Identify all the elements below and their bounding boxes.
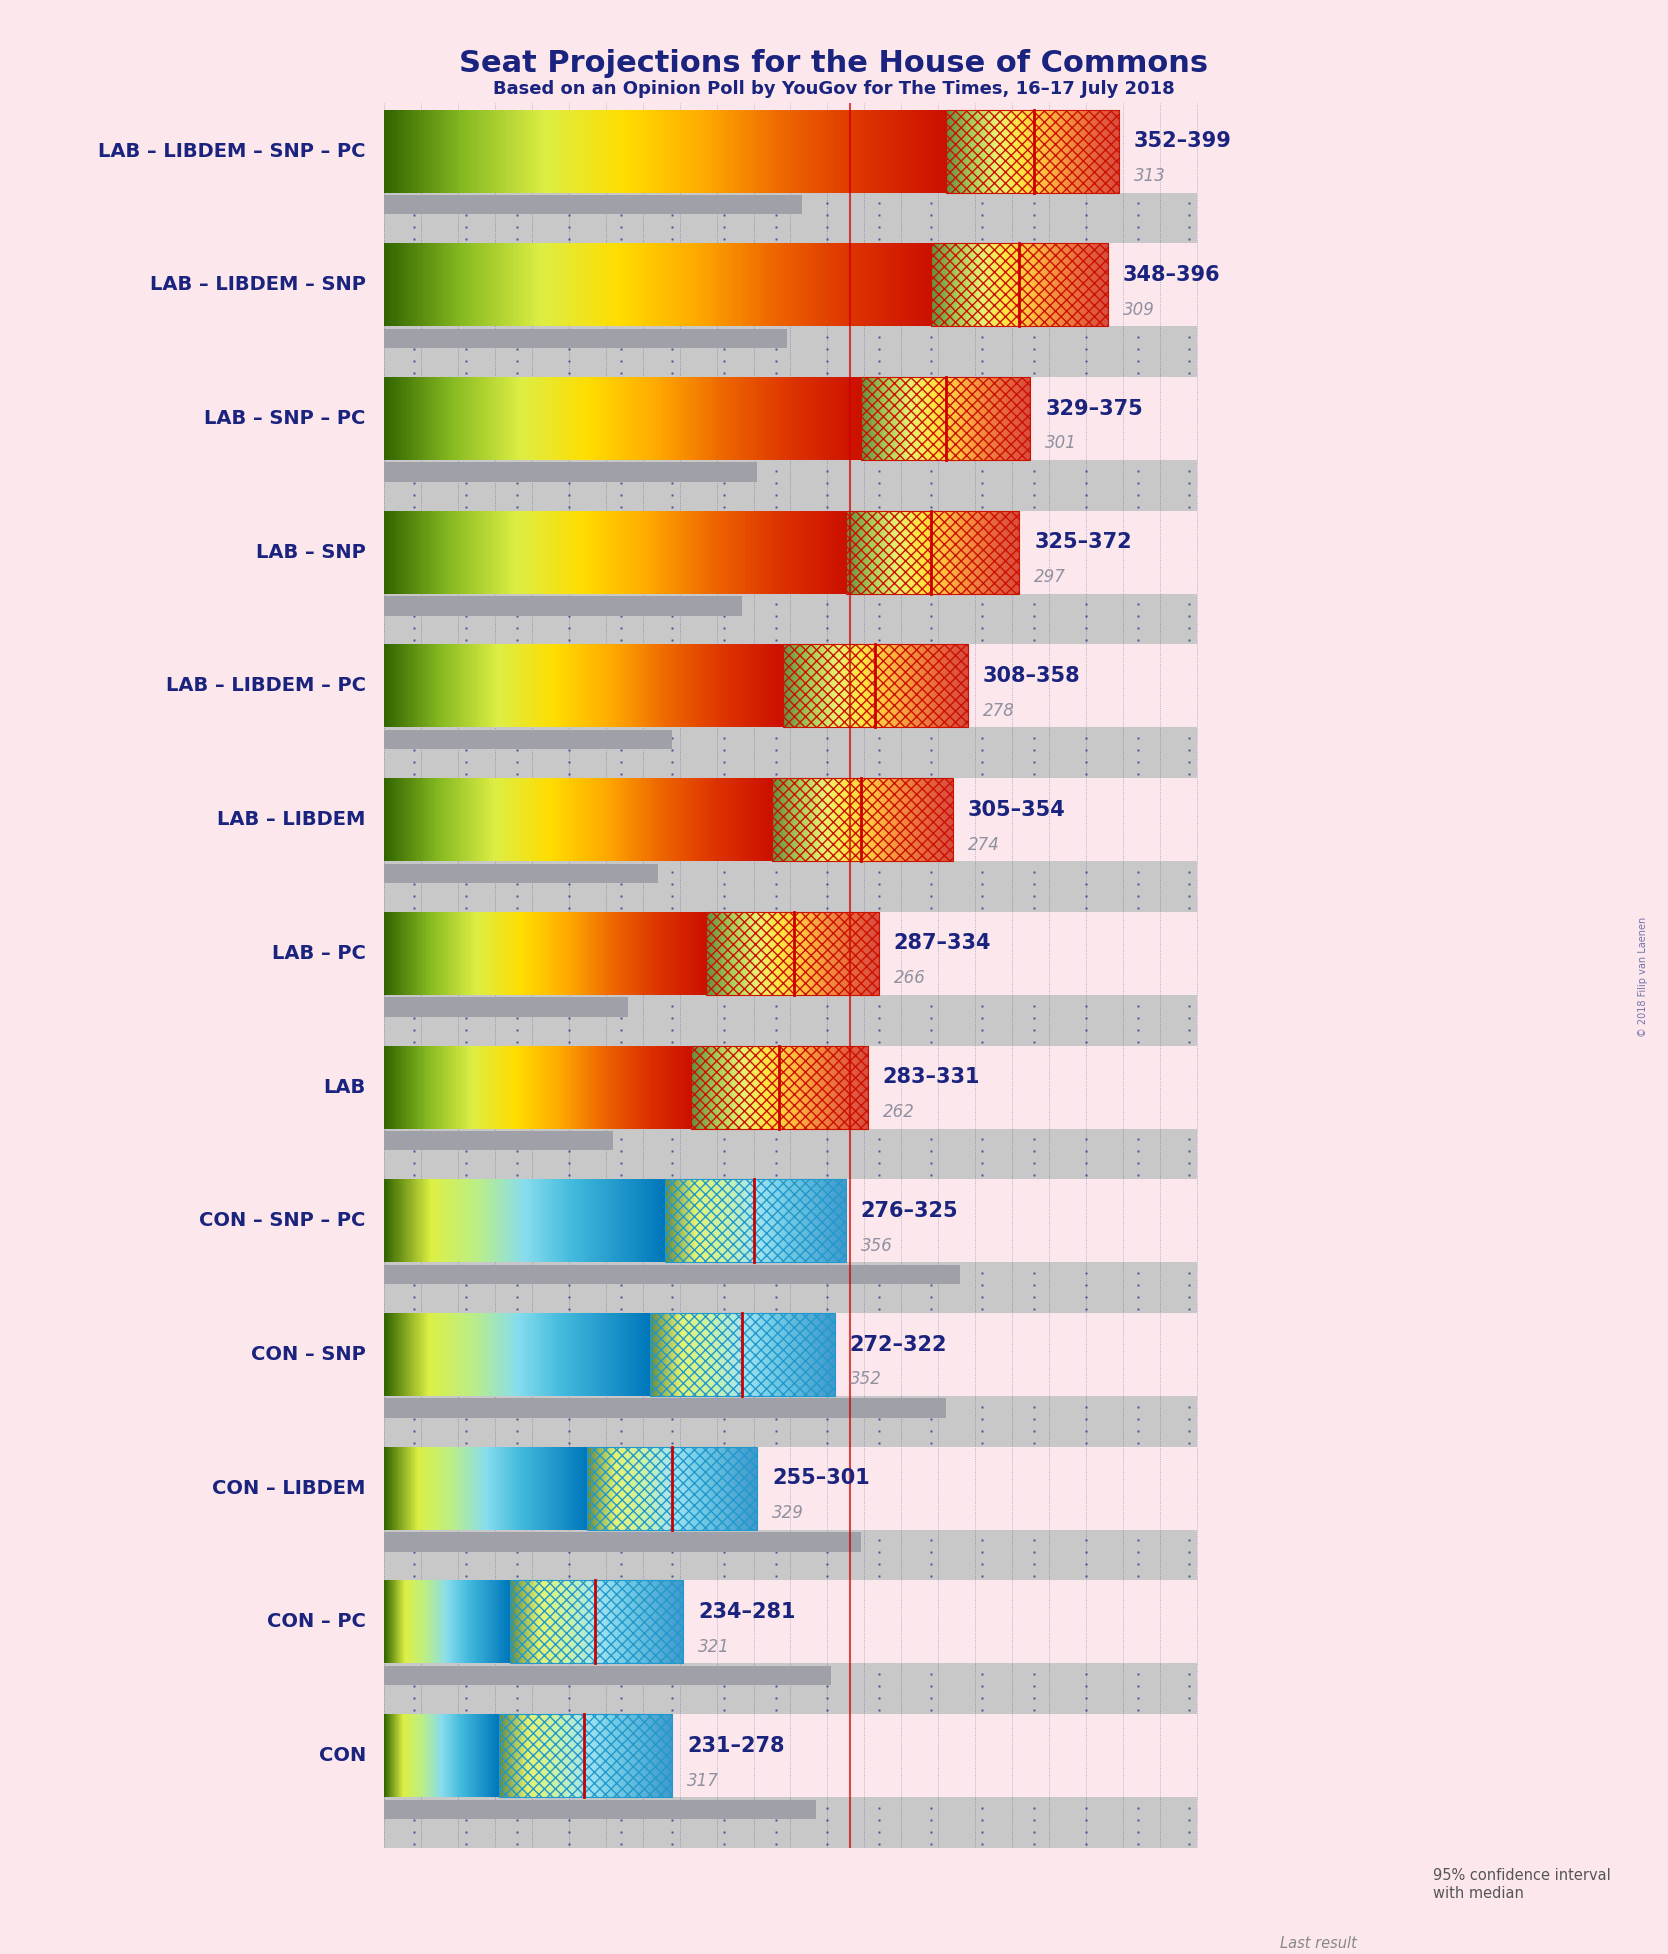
Text: 329–375: 329–375	[1046, 399, 1143, 418]
Text: 266: 266	[894, 969, 926, 987]
Text: CON – LIBDEM: CON – LIBDEM	[212, 1479, 365, 1497]
Text: 272–322: 272–322	[849, 1335, 947, 1354]
Bar	[846, 510, 1019, 594]
Text: LAB – PC: LAB – PC	[272, 944, 365, 963]
Bar	[384, 731, 672, 748]
Bar	[651, 1313, 834, 1395]
Bar	[772, 778, 952, 862]
Text: 352–399: 352–399	[1134, 131, 1231, 150]
Text: Based on an Opinion Poll by YouGov for The Times, 16–17 July 2018: Based on an Opinion Poll by YouGov for T…	[494, 80, 1174, 98]
Bar	[1214, 1866, 1318, 1903]
Bar	[384, 326, 1196, 377]
Bar	[384, 1800, 816, 1819]
Text: 348–396: 348–396	[1123, 266, 1221, 285]
Bar	[666, 1180, 846, 1262]
Text: Last result: Last result	[1279, 1936, 1358, 1952]
Text: LAB – LIBDEM – PC: LAB – LIBDEM – PC	[165, 676, 365, 696]
Bar	[587, 1446, 757, 1530]
Text: 352: 352	[849, 1370, 881, 1389]
Bar	[384, 1131, 614, 1151]
Bar	[384, 862, 1196, 913]
Text: 301: 301	[1046, 434, 1078, 453]
Text: 262: 262	[882, 1102, 914, 1122]
Bar	[1318, 1866, 1421, 1903]
Text: 329: 329	[772, 1505, 804, 1522]
Bar	[772, 778, 952, 862]
Bar	[384, 594, 1196, 645]
Text: 325–372: 325–372	[1034, 531, 1133, 553]
Bar	[706, 913, 879, 995]
Text: 321: 321	[699, 1637, 731, 1655]
Text: CON – PC: CON – PC	[267, 1612, 365, 1632]
Bar	[691, 1045, 867, 1129]
Bar	[384, 1667, 831, 1684]
Bar	[384, 1262, 1196, 1313]
Text: 95% confidence interval
with median: 95% confidence interval with median	[1433, 1868, 1611, 1901]
Text: 309: 309	[1123, 301, 1154, 319]
Bar	[499, 1714, 672, 1798]
Text: 313: 313	[1134, 166, 1166, 186]
Text: LAB – SNP: LAB – SNP	[257, 543, 365, 561]
Bar	[691, 1045, 867, 1129]
Bar	[384, 1264, 961, 1284]
Bar	[782, 645, 967, 727]
Bar	[384, 1530, 1196, 1581]
Text: CON – SNP – PC: CON – SNP – PC	[200, 1211, 365, 1231]
Text: CON – SNP: CON – SNP	[252, 1344, 365, 1364]
Bar	[861, 377, 1031, 459]
Text: 283–331: 283–331	[882, 1067, 981, 1086]
Bar	[384, 1663, 1196, 1714]
Bar	[384, 459, 1196, 510]
Bar	[384, 193, 1196, 244]
Bar	[706, 913, 879, 995]
Bar	[651, 1313, 834, 1395]
Bar	[946, 109, 1119, 193]
Text: 255–301: 255–301	[772, 1467, 869, 1489]
Bar	[510, 1581, 684, 1663]
Bar	[384, 1395, 1196, 1446]
Text: © 2018 Filip van Laenen: © 2018 Filip van Laenen	[1638, 916, 1648, 1038]
Text: 234–281: 234–281	[699, 1602, 796, 1622]
Bar	[384, 997, 627, 1016]
Bar	[384, 328, 787, 348]
Bar	[666, 1180, 846, 1262]
Bar	[384, 864, 657, 883]
Bar	[384, 463, 757, 483]
Text: 287–334: 287–334	[894, 934, 991, 954]
Text: 231–278: 231–278	[687, 1735, 784, 1757]
Text: LAB – SNP – PC: LAB – SNP – PC	[205, 408, 365, 428]
Bar	[384, 727, 1196, 778]
Bar	[499, 1714, 672, 1798]
Text: 297: 297	[1034, 569, 1066, 586]
Bar	[384, 195, 802, 215]
Text: LAB: LAB	[324, 1077, 365, 1096]
Text: 276–325: 276–325	[861, 1202, 957, 1221]
Text: Seat Projections for the House of Commons: Seat Projections for the House of Common…	[459, 49, 1209, 78]
Bar	[384, 1399, 946, 1419]
Text: LAB – LIBDEM: LAB – LIBDEM	[217, 811, 365, 828]
Bar	[384, 1532, 861, 1551]
Bar	[587, 1446, 757, 1530]
Bar	[931, 244, 1108, 326]
Text: 274: 274	[967, 836, 999, 854]
Text: CON: CON	[319, 1747, 365, 1764]
Bar	[861, 377, 1031, 459]
Text: 356: 356	[861, 1237, 892, 1254]
Bar	[510, 1581, 684, 1663]
Text: LAB – LIBDEM – SNP: LAB – LIBDEM – SNP	[150, 276, 365, 295]
Text: 308–358: 308–358	[982, 666, 1081, 686]
Bar	[946, 109, 1119, 193]
Text: 278: 278	[982, 701, 1014, 719]
Bar	[384, 1798, 1196, 1848]
Bar	[846, 510, 1019, 594]
Bar	[384, 596, 742, 616]
Text: LAB – LIBDEM – SNP – PC: LAB – LIBDEM – SNP – PC	[98, 141, 365, 160]
Text: 305–354: 305–354	[967, 799, 1066, 819]
Bar	[384, 995, 1196, 1045]
Bar	[782, 645, 967, 727]
Bar	[931, 244, 1108, 326]
Bar	[384, 1129, 1196, 1180]
Text: 317: 317	[687, 1772, 719, 1790]
